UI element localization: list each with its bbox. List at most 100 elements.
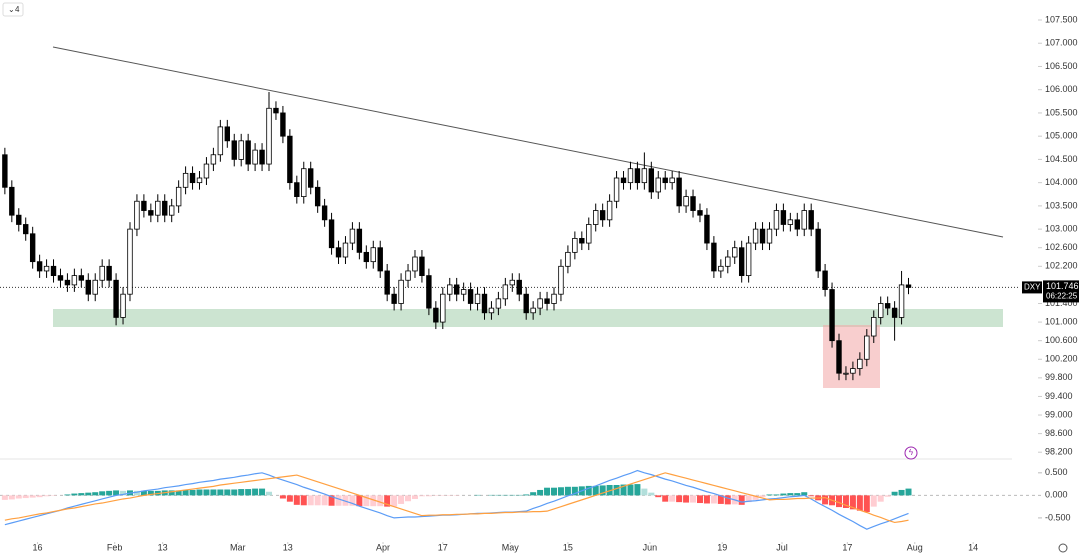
candle-body: [704, 214, 710, 244]
histogram-bar: [293, 495, 300, 505]
x-tick-label: 13: [158, 542, 168, 552]
histogram-bar: [627, 484, 634, 496]
candle-body: [349, 228, 356, 244]
y-tick-label: 102.200: [1045, 261, 1078, 271]
candle-body: [537, 298, 543, 309]
histogram-bar: [842, 495, 849, 508]
histogram-bar: [8, 495, 15, 500]
histogram-bar: [599, 485, 606, 496]
candle-body: [148, 210, 154, 216]
histogram-bar: [99, 491, 106, 496]
candle-body: [905, 284, 912, 288]
histogram-bar: [398, 495, 405, 504]
candle-body: [669, 177, 675, 184]
candle-body: [370, 247, 376, 263]
candle-body: [648, 168, 655, 193]
candle-body: [405, 270, 411, 281]
histogram-bar: [884, 495, 891, 497]
histogram-bar: [363, 495, 370, 507]
candle-body: [738, 247, 745, 277]
x-tick-label: 19: [717, 542, 727, 552]
histogram-bar: [182, 489, 189, 496]
histogram-bar: [140, 490, 147, 496]
histogram-bar: [252, 488, 259, 496]
y-tick-label: 104.500: [1045, 154, 1078, 164]
candle-body: [252, 149, 258, 165]
histogram-bar: [245, 489, 252, 496]
histogram-bar: [391, 495, 398, 507]
histogram-bar: [794, 493, 801, 496]
candle-body: [593, 210, 599, 225]
x-tick-label: 13: [283, 542, 293, 552]
macd-line: [4, 472, 909, 524]
histogram-bar: [856, 495, 863, 511]
histogram-bar: [133, 490, 140, 496]
y-tick-label: 107.000: [1045, 38, 1078, 48]
histogram-bar: [147, 490, 154, 496]
histogram-bar: [259, 488, 266, 496]
histogram-bar: [537, 489, 544, 496]
candle-body: [342, 242, 349, 258]
candle-body: [175, 186, 182, 207]
candle-body: [224, 126, 231, 142]
histogram-bar: [648, 492, 655, 496]
candle-body: [711, 242, 717, 272]
y-tick-label: 105.000: [1045, 131, 1078, 141]
histogram-bar: [92, 492, 99, 496]
histogram-bar: [863, 495, 870, 513]
histogram-bar: [530, 492, 537, 496]
candle-body: [891, 307, 898, 318]
candle-body: [752, 228, 759, 244]
histogram-bar: [286, 495, 293, 502]
candle-body: [412, 256, 418, 272]
histogram-bar: [676, 495, 683, 503]
candle-body: [120, 293, 126, 318]
candle-body: [141, 200, 147, 211]
candle-body: [328, 219, 335, 249]
alert-icon[interactable]: [904, 446, 918, 460]
x-tick-label: Jul: [776, 542, 788, 552]
candle-body: [864, 335, 870, 360]
histogram-bar: [224, 489, 231, 496]
candle-body: [113, 279, 119, 318]
candle-body: [245, 140, 251, 165]
histogram-bar: [849, 495, 856, 510]
candle-body: [2, 154, 8, 188]
candle-body: [16, 214, 22, 225]
candle-body: [565, 251, 571, 267]
candle-body: [273, 107, 279, 114]
candle-body: [168, 205, 175, 216]
histogram-bar: [425, 495, 432, 497]
candle-body: [189, 172, 196, 184]
candle-body: [43, 265, 50, 272]
candle-body: [106, 265, 112, 281]
histogram-bar: [690, 495, 697, 503]
candle-body: [294, 182, 300, 197]
alert-icon-glyph: ϟ: [909, 448, 914, 457]
candle-body: [690, 196, 696, 211]
histogram-bar: [231, 489, 238, 496]
y-tick-label: 107.500: [1045, 14, 1078, 24]
candle-body: [697, 210, 703, 216]
candle-body: [641, 168, 648, 184]
histogram-bar: [710, 495, 717, 504]
histogram-bar: [662, 495, 669, 502]
trend-line: [52, 46, 1004, 238]
histogram-bar: [43, 495, 50, 497]
candle-body: [467, 289, 474, 304]
settings-icon[interactable]: [1058, 543, 1068, 553]
histogram-bar: [557, 487, 564, 496]
x-tick-label: Mar: [230, 542, 246, 552]
histogram-bar: [418, 495, 425, 497]
y-tick-label: 99.800: [1045, 372, 1073, 382]
histogram-bar: [314, 495, 321, 506]
symbol-label: DXY: [1024, 283, 1041, 292]
histogram-bar: [717, 495, 724, 504]
candle-body: [794, 219, 800, 230]
candle-body: [481, 293, 488, 314]
candle-body: [662, 177, 668, 184]
x-tick-label: Aug: [907, 542, 923, 552]
candle-body: [836, 340, 842, 374]
indicator-toggle[interactable]: [2, 2, 24, 17]
candle-body: [440, 293, 446, 323]
